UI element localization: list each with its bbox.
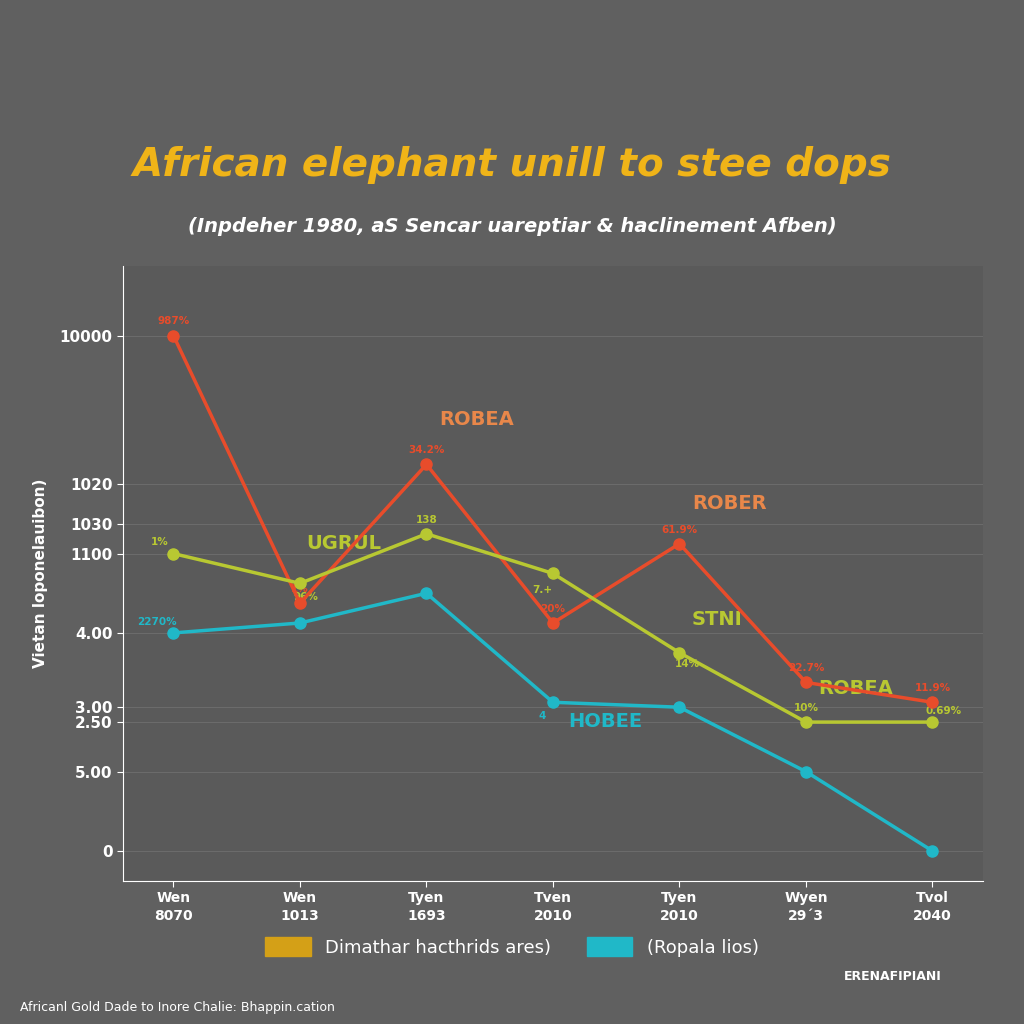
Text: HOBEE: HOBEE (568, 712, 642, 731)
Text: 96%: 96% (293, 592, 318, 602)
Text: ROBER: ROBER (692, 494, 767, 513)
Text: 987%: 987% (158, 316, 189, 327)
Text: 2270%: 2270% (137, 616, 176, 627)
Text: 14%: 14% (675, 658, 700, 669)
Text: 138: 138 (416, 515, 437, 524)
Text: STNI: STNI (692, 610, 742, 629)
Text: 4: 4 (539, 711, 546, 721)
Text: 11.9%: 11.9% (914, 683, 950, 693)
Text: UGRUL: UGRUL (306, 534, 381, 553)
Text: (Inpdeher 1980, aS Sencar uareptiar & haclinement Afben): (Inpdeher 1980, aS Sencar uareptiar & ha… (187, 216, 837, 236)
Text: 1%: 1% (151, 538, 169, 547)
Text: Africanl Gold Dade to Inore Chalie: Bhappin.cation: Africanl Gold Dade to Inore Chalie: Bhap… (20, 1000, 335, 1014)
Text: ROBEA: ROBEA (439, 410, 514, 429)
Text: 22.7%: 22.7% (787, 664, 824, 674)
Text: ROBEA: ROBEA (818, 679, 893, 698)
Text: 0.69%: 0.69% (926, 706, 962, 716)
Text: African elephant unill to stee dops: African elephant unill to stee dops (132, 146, 892, 184)
Text: 7.+: 7.+ (531, 585, 552, 595)
Text: 34.2%: 34.2% (409, 445, 444, 456)
Text: 20%: 20% (541, 604, 565, 613)
Text: 1%: 1% (291, 584, 309, 594)
Text: ERENAFIPIANI: ERENAFIPIANI (845, 970, 942, 983)
Text: 61.9%: 61.9% (662, 524, 697, 535)
Legend: Dimathar hacthrids ares), (Ropala lios): Dimathar hacthrids ares), (Ropala lios) (258, 930, 766, 964)
Y-axis label: Vietan loponelauibon): Vietan loponelauibon) (34, 479, 48, 668)
X-axis label: Belmarity: Belmarity (500, 932, 606, 951)
Text: 10%: 10% (794, 702, 818, 713)
